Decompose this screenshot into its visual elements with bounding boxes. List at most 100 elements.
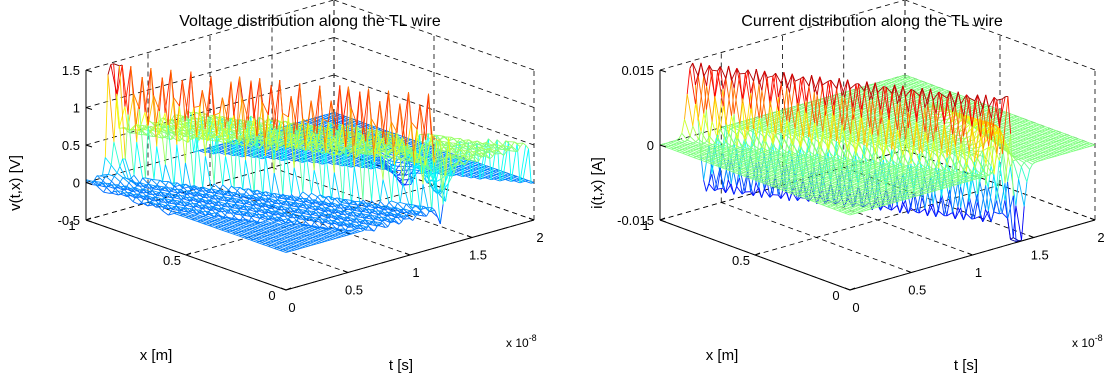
surface-mesh-segment: [104, 157, 112, 166]
surface-mesh-segment: [140, 188, 144, 191]
surface-mesh-segment: [198, 128, 205, 136]
surface-mesh-segment: [139, 77, 143, 110]
surface-mesh-segment: [247, 151, 254, 155]
surface-mesh-segment: [169, 126, 173, 133]
surface-mesh-segment: [107, 74, 115, 142]
grid-line: [85, 149, 335, 221]
surface-mesh-segment: [102, 176, 107, 181]
surface-mesh-segment: [144, 125, 149, 179]
surface-mesh-segment: [137, 190, 142, 197]
surface-mesh-segment: [317, 194, 321, 198]
surface-mesh-segment: [129, 189, 133, 196]
surface-mesh-segment: [173, 97, 177, 130]
surface-mesh-segment: [153, 95, 157, 123]
surface-mesh-segment: [405, 183, 412, 186]
surface-mesh-segment: [191, 123, 196, 129]
surface-mesh-segment: [91, 180, 99, 188]
surface-mesh-segment: [357, 123, 364, 127]
surface-mesh-segment: [164, 69, 172, 113]
surface-mesh-segment: [181, 79, 186, 122]
surface-mesh-segment: [110, 64, 118, 94]
voltage-chart-title: Voltage distribution along the TL wire: [179, 13, 441, 30]
surface-mesh-segment: [153, 146, 158, 180]
surface-mesh-segment: [104, 74, 109, 158]
surface-mesh-segment: [334, 115, 341, 119]
surface-mesh-segment: [109, 190, 116, 194]
surface-mesh-segment: [322, 152, 329, 154]
surface-mesh-segment: [111, 176, 115, 182]
surface-mesh-segment: [145, 184, 153, 192]
surface-mesh-segment: [113, 93, 118, 142]
surface-mesh-segment: [223, 146, 231, 150]
voltage-chart: Voltage distribution along the TL wire -…: [7, 0, 544, 374]
surface-mesh-segment: [248, 212, 255, 214]
surface-mesh-segment: [320, 119, 327, 123]
surface-mesh-segment: [376, 101, 381, 129]
surface-mesh-segment: [156, 180, 161, 185]
surface-mesh-segment: [125, 182, 130, 189]
surface-mesh-segment: [123, 191, 130, 194]
surface-mesh-segment: [145, 177, 152, 180]
surface-mesh-segment: [155, 135, 163, 139]
surface-mesh-segment: [210, 135, 217, 137]
surface-mesh-segment: [320, 123, 327, 127]
surface-mesh-segment: [245, 159, 252, 192]
surface-mesh-segment: [311, 192, 318, 198]
surface-mesh-segment: [343, 120, 350, 124]
surface-mesh-segment: [150, 132, 154, 137]
surface-mesh-segment: [102, 173, 109, 176]
surface-mesh-segment: [322, 115, 330, 119]
surface-mesh-segment: [107, 164, 112, 175]
surface-mesh-segment: [137, 182, 141, 185]
surface-mesh-segment: [247, 155, 254, 158]
surface-mesh-segment: [173, 209, 180, 211]
surface-mesh-segment: [196, 137, 204, 188]
surface-mesh-segment: [207, 151, 214, 155]
surface-mesh-segment: [156, 146, 164, 182]
surface-mesh-segment: [353, 166, 361, 206]
surface-mesh-segment: [218, 144, 225, 148]
surface-mesh-segment: [227, 149, 234, 153]
surface-mesh-segment: [160, 117, 164, 121]
surface-mesh-segment: [232, 198, 239, 200]
surface-mesh-segment: [213, 183, 221, 190]
surface-mesh-segment: [147, 125, 155, 180]
surface-mesh-segment: [133, 93, 137, 125]
surface-mesh-segment: [133, 175, 141, 184]
surface-mesh-segment: [320, 115, 327, 119]
surface-mesh-segment: [164, 164, 172, 184]
surface-mesh-segment: [97, 181, 101, 188]
surface-mesh-segment: [116, 166, 121, 174]
surface-mesh-segment: [138, 124, 142, 130]
surface-mesh-segment: [309, 119, 316, 123]
surface-mesh-segment: [116, 172, 124, 178]
surface-mesh-segment: [351, 166, 355, 205]
surface-mesh-segment: [97, 186, 104, 193]
surface-mesh-segment: [115, 100, 120, 129]
surface-mesh-segment: [128, 180, 132, 184]
surface-mesh-segment: [291, 167, 295, 195]
surface-mesh-segment: [121, 127, 128, 130]
surface-mesh-segment: [140, 182, 147, 186]
surface-mesh-segment: [119, 158, 124, 167]
surface-mesh-segment: [127, 114, 135, 176]
surface-mesh-segment: [162, 210, 169, 216]
surface-mesh-segment: [158, 112, 166, 135]
grid-line: [85, 0, 335, 71]
surface-mesh-segment: [103, 191, 110, 194]
surface-mesh-segment: [129, 186, 136, 190]
surface-mesh-segment: [151, 185, 156, 191]
surface-mesh-segment: [267, 85, 272, 116]
surface-mesh-segment: [356, 91, 361, 126]
surface-mesh-segment: [287, 95, 292, 117]
surface-mesh-segment: [139, 109, 146, 179]
surface-mesh-segment: [157, 185, 161, 191]
surface-mesh-segment: [116, 65, 120, 94]
surface-mesh-segment: [123, 185, 127, 190]
surface-mesh-segment: [329, 120, 336, 124]
surface-mesh-segment: [113, 141, 121, 167]
surface-mesh-segment: [115, 64, 123, 101]
surface-mesh-segment: [122, 177, 130, 184]
surface-mesh-segment: [169, 193, 176, 195]
